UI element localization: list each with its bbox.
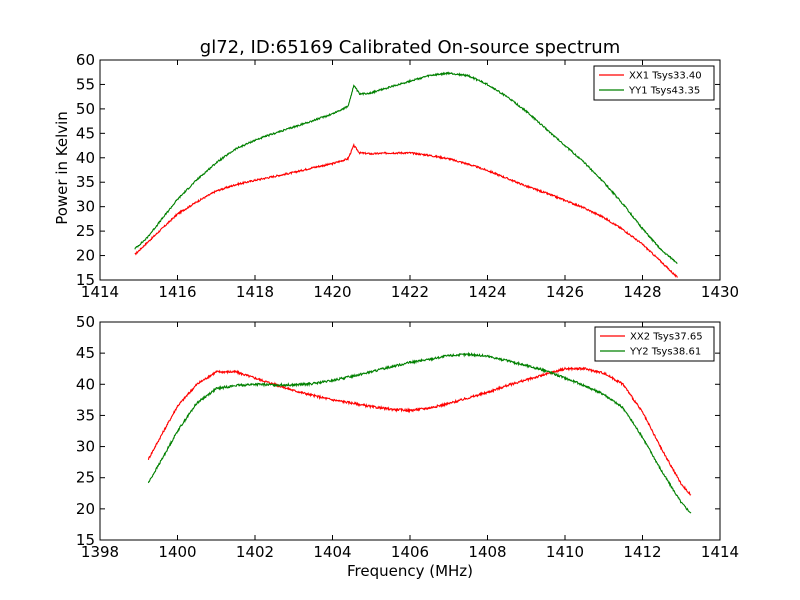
series-line-green: [134, 71, 678, 264]
y-tick-label: 50: [76, 313, 95, 331]
x-tick-label: 1406: [391, 543, 429, 561]
y-tick-label: 45: [76, 344, 95, 362]
series-line-green: [147, 351, 692, 514]
legend-box: [593, 65, 715, 101]
x-tick-label: 1412: [623, 543, 661, 561]
x-tick-label: 1418: [236, 283, 274, 301]
y-tick-label: 55: [76, 75, 95, 93]
x-tick-label: 1408: [468, 543, 506, 561]
x-tick-label: 1400: [158, 543, 196, 561]
y-axis-label-top: Power in Kelvin: [53, 111, 71, 225]
legend-label: XX1 Tsys33.40: [629, 71, 702, 82]
x-tick-label: 1428: [623, 283, 661, 301]
bottom-panel: 1398 1400 1402 1404 1406 1408 1410 1412 1414 15 20…: [76, 313, 739, 561]
x-tick-label: 1410: [546, 543, 584, 561]
x-tick-label: 1420: [313, 283, 351, 301]
x-tick-label: 1424: [468, 283, 506, 301]
y-tick-label: 40: [76, 149, 95, 167]
y-tick-label: 15: [76, 531, 95, 549]
x-tick-label: 1414: [701, 543, 739, 561]
legend-label: YY2 Tsys38.61: [629, 347, 701, 358]
x-tick-label: 1430: [701, 283, 739, 301]
legend-label: YY1 Tsys43.35: [628, 86, 700, 97]
y-tick-label: 30: [76, 438, 95, 456]
y-tick-label: 20: [76, 500, 95, 518]
y-tick-label: 40: [76, 375, 95, 393]
x-tick-label: 1426: [546, 283, 584, 301]
y-tick-label: 30: [76, 198, 95, 216]
x-tick-label: 1402: [236, 543, 274, 561]
y-tick-label: 20: [76, 247, 95, 265]
y-tick-label: 60: [76, 51, 95, 69]
y-tick-label: 45: [76, 124, 95, 142]
x-tick-label: 1416: [158, 283, 196, 301]
chart-title: gl72, ID:65169 Calibrated On-source spec…: [200, 37, 620, 58]
legend: XX2 Tsys37.65 YY2 Tsys38.61: [594, 326, 715, 362]
y-tick-label: 35: [76, 406, 95, 424]
x-tick-label: 1422: [391, 283, 429, 301]
series-line-red: [134, 143, 678, 278]
y-tick-label: 35: [76, 173, 95, 191]
x-axis-label-bottom: Frequency (MHz): [347, 562, 473, 580]
y-tick-label: 25: [76, 222, 95, 240]
series-line-red: [147, 366, 692, 496]
x-tick-label: 1398: [81, 543, 119, 561]
legend: XX1 Tsys33.40 YY1 Tsys43.35: [593, 65, 715, 101]
y-tick-label: 15: [76, 271, 95, 289]
x-tick-label: 1404: [313, 543, 351, 561]
y-tick-label: 50: [76, 100, 95, 118]
top-panel: 1414 1416 1418 1420 1422 1424 1426 1428 1430 15 20…: [76, 51, 739, 301]
legend-box: [594, 326, 715, 362]
y-tick-label: 25: [76, 469, 95, 487]
legend-label: XX2 Tsys37.65: [630, 332, 703, 343]
x-tick-label: 1414: [81, 283, 119, 301]
